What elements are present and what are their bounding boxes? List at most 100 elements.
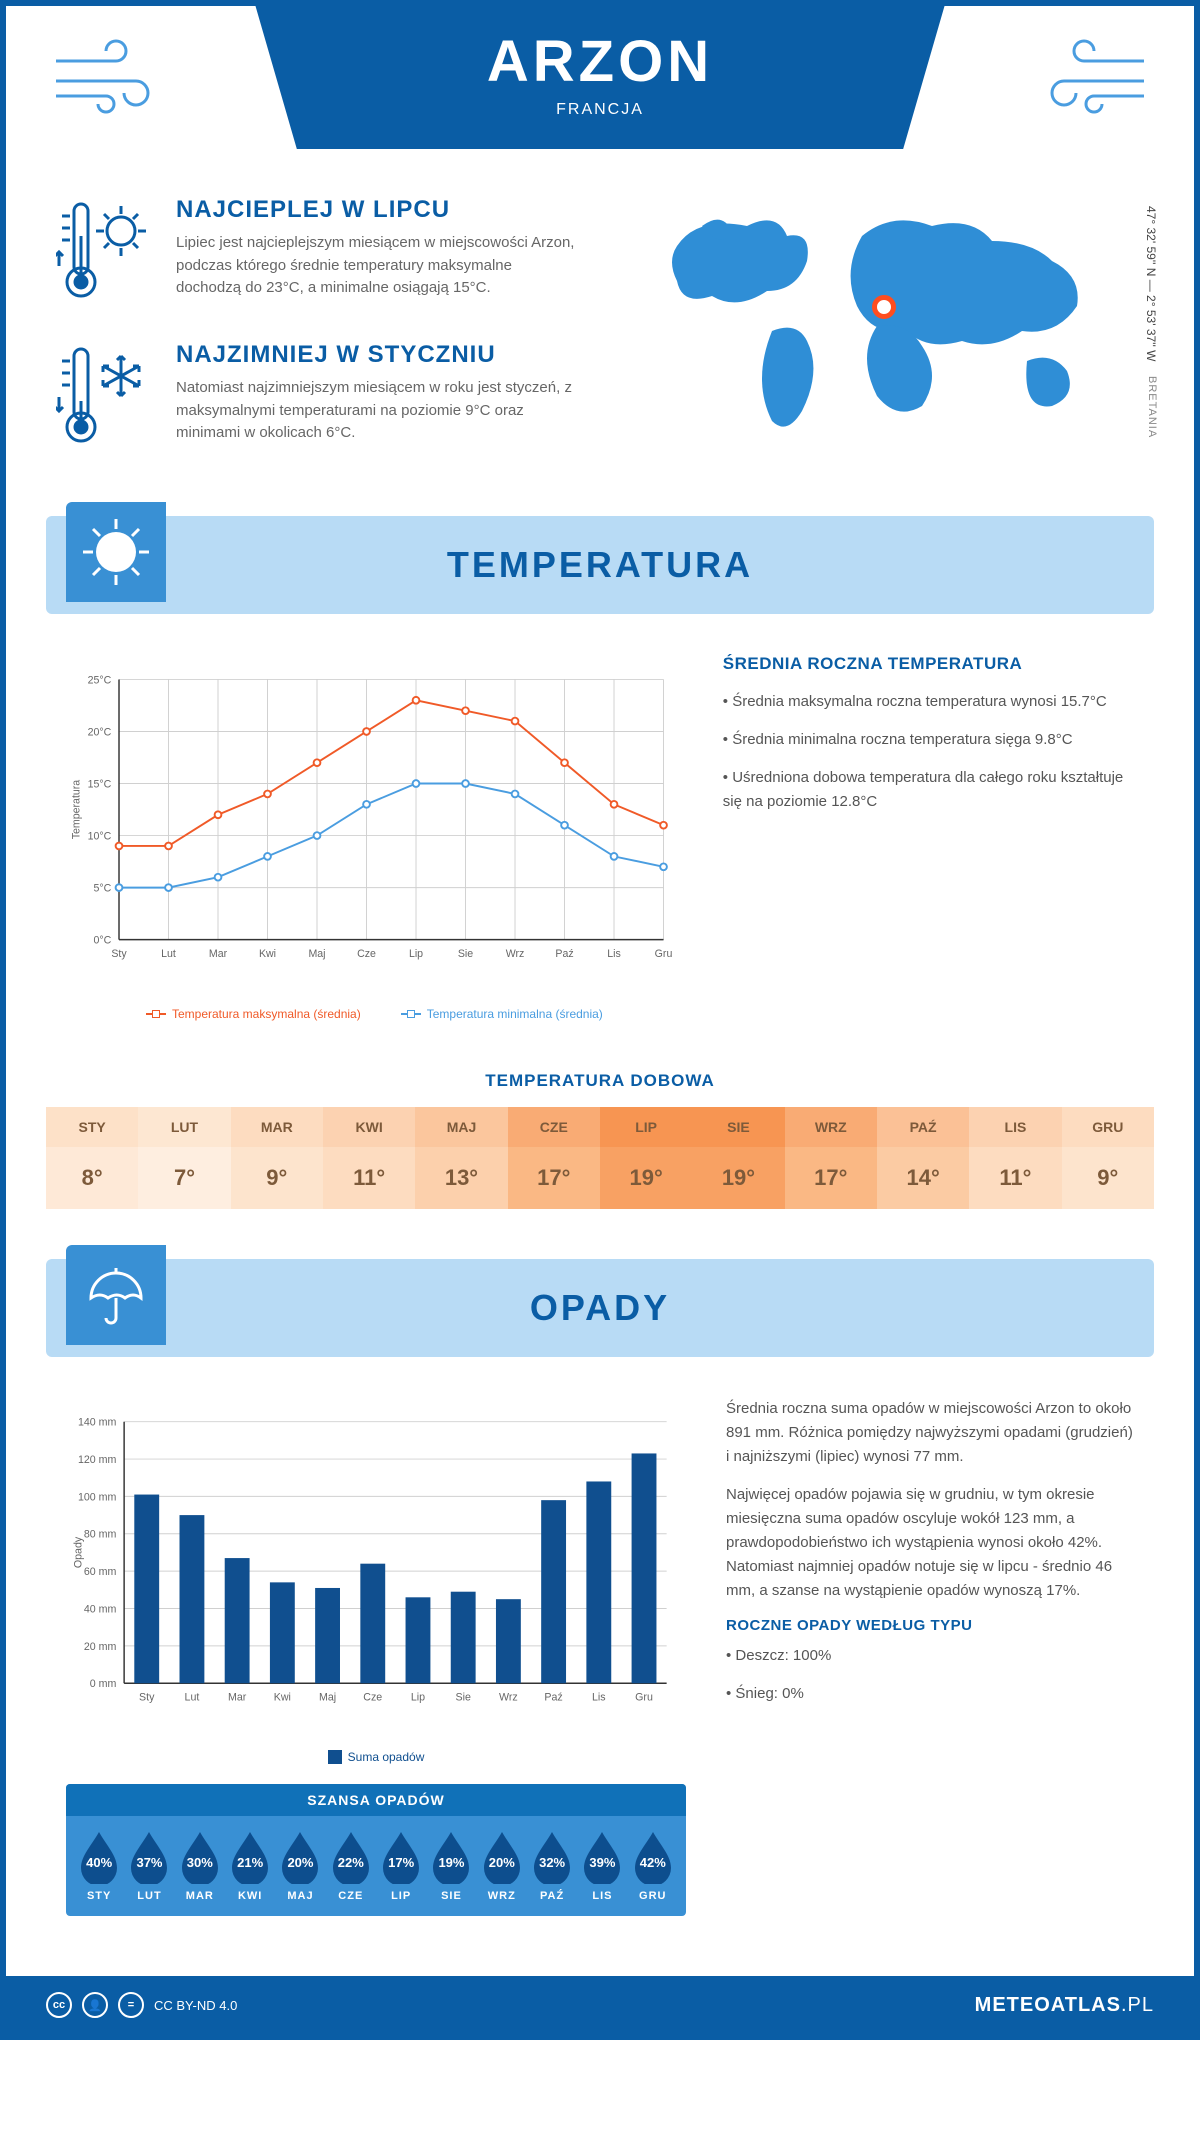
sun-icon: [81, 517, 151, 587]
fact-cold-heading: NAJZIMNIEJ W STYCZNIU: [176, 341, 580, 369]
fact-cold-text: Natomiast najzimniejszym miesiącem w rok…: [176, 377, 580, 445]
daily-temp-cell: GRU 9°: [1062, 1107, 1154, 1209]
svg-text:Opady: Opady: [72, 1536, 84, 1568]
svg-text:Gru: Gru: [635, 1692, 653, 1704]
precip-para: Średnia roczna suma opadów w miejscowośc…: [726, 1397, 1134, 1469]
svg-text:Gru: Gru: [655, 948, 673, 960]
region-label: BRETANIA: [1146, 376, 1158, 438]
svg-text:Lip: Lip: [411, 1692, 425, 1704]
temp-bullet: • Średnia maksymalna roczna temperatura …: [723, 690, 1134, 714]
daily-temp-cell: MAJ 13°: [415, 1107, 507, 1209]
chance-cell: 42% GRU: [628, 1830, 678, 1902]
temperature-summary: ŚREDNIA ROCZNA TEMPERATURA • Średnia mak…: [723, 654, 1134, 1021]
daily-temp-cell: CZE 17°: [508, 1107, 600, 1209]
legend-precip: Suma opadów: [348, 1750, 425, 1764]
page-title: ARZON: [255, 28, 944, 95]
fact-hottest: NAJCIEPLEJ W LIPCU Lipiec jest najcieple…: [56, 196, 580, 311]
temperature-chart: 0°C5°C10°C15°C20°C25°CStyLutMarKwiMajCze…: [66, 654, 683, 1021]
svg-text:Lip: Lip: [409, 948, 423, 960]
precip-type-rain: • Deszcz: 100%: [726, 1644, 1134, 1668]
svg-text:0 mm: 0 mm: [90, 1678, 117, 1690]
daily-temp-cell: LIP 19°: [600, 1107, 692, 1209]
chance-cell: 20% WRZ: [477, 1830, 527, 1902]
svg-text:Sie: Sie: [458, 948, 473, 960]
temperature-banner: TEMPERATURA: [46, 516, 1154, 614]
svg-text:120 mm: 120 mm: [78, 1454, 117, 1466]
svg-text:0°C: 0°C: [94, 935, 112, 947]
nd-icon: =: [118, 1992, 144, 2018]
legend-max: Temperatura maksymalna (średnia): [172, 1007, 361, 1021]
intro-section: NAJCIEPLEJ W LIPCU Lipiec jest najcieple…: [6, 176, 1194, 516]
brand: METEOATLAS.PL: [975, 1994, 1154, 2017]
world-map: [620, 196, 1144, 456]
svg-text:40 mm: 40 mm: [84, 1603, 117, 1615]
svg-text:Sie: Sie: [455, 1692, 470, 1704]
svg-text:20 mm: 20 mm: [84, 1641, 117, 1653]
banner-title: OPADY: [46, 1287, 1154, 1329]
chance-cell: 37% LUT: [124, 1830, 174, 1902]
svg-text:Kwi: Kwi: [274, 1692, 291, 1704]
svg-text:10°C: 10°C: [88, 830, 112, 842]
svg-text:5°C: 5°C: [94, 882, 112, 894]
svg-text:Sty: Sty: [139, 1692, 155, 1704]
banner-title: TEMPERATURA: [46, 544, 1154, 586]
svg-text:15°C: 15°C: [88, 778, 112, 790]
precip-type-heading: ROCZNE OPADY WEDŁUG TYPU: [726, 1617, 1134, 1634]
svg-text:100 mm: 100 mm: [78, 1491, 117, 1503]
thermometer-sun-icon: [56, 196, 156, 306]
daily-temp-cell: LIS 11°: [969, 1107, 1061, 1209]
svg-text:Sty: Sty: [111, 948, 127, 960]
page-subtitle: FRANCJA: [255, 101, 944, 119]
temp-side-heading: ŚREDNIA ROCZNA TEMPERATURA: [723, 654, 1134, 674]
precipitation-banner: OPADY: [46, 1259, 1154, 1357]
temp-bullet: • Średnia minimalna roczna temperatura s…: [723, 728, 1134, 752]
page: ARZON FRANCJA: [0, 0, 1200, 2040]
svg-text:60 mm: 60 mm: [84, 1566, 117, 1578]
svg-text:Mar: Mar: [228, 1692, 247, 1704]
fact-hot-heading: NAJCIEPLEJ W LIPCU: [176, 196, 580, 224]
precip-para: Najwięcej opadów pojawia się w grudniu, …: [726, 1483, 1134, 1603]
daily-temperature-table: TEMPERATURA DOBOWA STY 8° LUT 7° MAR 9° …: [46, 1071, 1154, 1209]
chance-cell: 17% LIP: [376, 1830, 426, 1902]
footer: cc 👤 = CC BY-ND 4.0 METEOATLAS.PL: [6, 1976, 1194, 2034]
precipitation-summary: Średnia roczna suma opadów w miejscowośc…: [726, 1397, 1134, 1916]
temp-bullet: • Uśredniona dobowa temperatura dla całe…: [723, 766, 1134, 814]
header: ARZON FRANCJA: [6, 6, 1194, 176]
fact-hot-text: Lipiec jest najcieplejszym miesiącem w m…: [176, 232, 580, 300]
chance-cell: 21% KWI: [225, 1830, 275, 1902]
svg-text:Maj: Maj: [308, 948, 325, 960]
map-pin: [872, 295, 896, 319]
svg-text:80 mm: 80 mm: [84, 1529, 117, 1541]
svg-text:140 mm: 140 mm: [78, 1417, 117, 1429]
license-text: CC BY-ND 4.0: [154, 1998, 237, 2013]
chance-cell: 39% LIS: [577, 1830, 627, 1902]
brand-name: METEOATLAS: [975, 1994, 1121, 2016]
chance-cell: 20% MAJ: [275, 1830, 325, 1902]
svg-text:25°C: 25°C: [88, 674, 112, 686]
svg-text:Lut: Lut: [185, 1692, 200, 1704]
svg-text:Lis: Lis: [607, 948, 621, 960]
svg-text:Kwi: Kwi: [259, 948, 276, 960]
precip-type-snow: • Śnieg: 0%: [726, 1682, 1134, 1706]
svg-text:Paź: Paź: [555, 948, 573, 960]
daily-temp-cell: SIE 19°: [692, 1107, 784, 1209]
by-icon: 👤: [82, 1992, 108, 2018]
svg-text:Temperatura: Temperatura: [70, 780, 82, 840]
svg-text:Lis: Lis: [592, 1692, 606, 1704]
daily-temp-cell: WRZ 17°: [785, 1107, 877, 1209]
svg-text:Maj: Maj: [319, 1692, 336, 1704]
svg-text:Cze: Cze: [357, 948, 376, 960]
chance-cell: 22% CZE: [326, 1830, 376, 1902]
wind-icon: [46, 36, 186, 116]
daily-temp-cell: LUT 7°: [138, 1107, 230, 1209]
daily-temp-cell: MAR 9°: [231, 1107, 323, 1209]
fact-coldest: NAJZIMNIEJ W STYCZNIU Natomiast najzimni…: [56, 341, 580, 456]
svg-text:Lut: Lut: [161, 948, 176, 960]
precipitation-chart: 0 mm 20 mm 40 mm 60 mm 80 mm 100 mm 120 mm 140 …: [66, 1397, 686, 1916]
svg-text:Paź: Paź: [544, 1692, 562, 1704]
svg-text:Wrz: Wrz: [499, 1692, 518, 1704]
brand-tld: .PL: [1121, 1994, 1154, 2016]
chance-cell: 19% SIE: [426, 1830, 476, 1902]
daily-temp-cell: PAŹ 14°: [877, 1107, 969, 1209]
thermometer-snow-icon: [56, 341, 156, 451]
